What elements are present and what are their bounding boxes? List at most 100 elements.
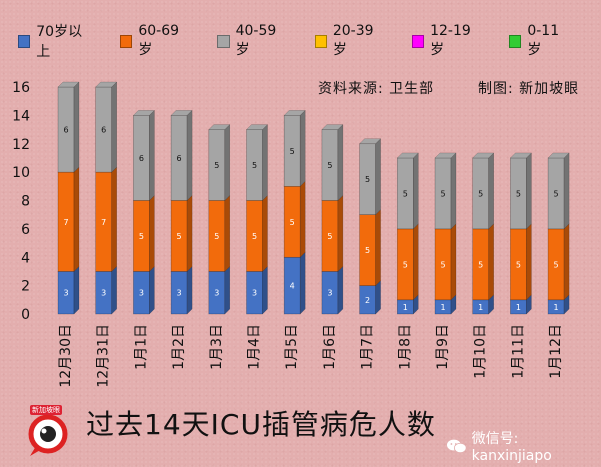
data-label: 5 [440,189,445,198]
bar-segment-side [262,265,268,315]
data-label: 3 [101,289,106,298]
x-tick-label: 1月5日 [284,324,300,370]
bar-segment-side [488,152,494,230]
x-tick-label: 1月10日 [473,324,489,379]
x-tick-label: 1月1日 [133,324,149,370]
data-label: 5 [252,161,257,170]
data-label: 5 [214,161,219,170]
bar-top [472,152,495,159]
legend-item: 0-11岁 [509,23,570,59]
bar-segment-side [186,194,193,273]
data-label: 5 [177,232,182,241]
legend-label: 12-19岁 [430,23,471,58]
legend-item: 40-59岁 [217,23,286,59]
data-label: 1 [403,303,408,312]
bar-segment-side [224,123,231,202]
data-label: 3 [327,289,332,298]
wechat-id: 微信号: kanxinjiapo [446,428,601,464]
bar-segment-side [149,265,155,315]
wechat-icon [446,439,467,454]
legend-swatch [314,34,327,48]
bar-segment-side [224,194,231,273]
data-label: 5 [214,232,219,241]
y-tick-label: 0 [21,307,30,323]
bar-top [208,124,231,130]
legend-item: 12-19岁 [411,23,481,59]
source-text: 资料来源: 卫生部 [318,81,435,97]
bar-top [321,124,344,130]
data-label: 6 [63,126,68,135]
data-label: 7 [101,218,106,227]
bar-segment-side [563,223,570,301]
legend-swatch [509,34,522,48]
legend-item: 20-39岁 [314,23,384,59]
bar-segment-side [488,223,494,301]
x-tick-label: 1月4日 [247,324,263,370]
x-tick-label: 1月11日 [510,324,526,379]
y-tick-label: 16 [12,80,30,96]
bar-segment-side [111,166,117,273]
y-tick-label: 2 [21,279,30,295]
bar-segment-side [262,123,268,202]
bar-segment-side [337,265,344,315]
chart: 024681012141637612月30日37612月31日3561月1日35… [12,80,570,388]
y-tick-label: 8 [21,194,30,210]
bar-segment-side [375,280,381,315]
x-tick-label: 1月6日 [322,324,338,370]
bar-segment-side [73,81,80,173]
data-label: 5 [478,260,483,269]
bar-top [434,152,457,159]
data-label: 3 [177,289,182,298]
data-label: 5 [554,189,559,198]
data-label: 1 [554,303,559,312]
legend-label: 70岁以上 [36,24,83,60]
data-label: 5 [290,218,295,227]
bar-top [509,152,533,159]
legend: 70岁以上 60-69岁 40-59岁 20-39岁 12-19岁 0-11岁 [18,23,598,60]
data-label: 1 [440,303,445,312]
legend-swatch [18,34,31,48]
data-label: 5 [440,260,445,269]
bar-segment-side [299,109,306,187]
y-tick-label: 6 [21,222,30,238]
bar-segment-side [413,223,419,301]
data-label: 6 [101,126,106,135]
bar-segment-side [186,109,193,202]
data-label: 5 [252,232,257,241]
bar-segment-side [375,209,381,287]
data-label: 5 [139,232,144,241]
bar-segment-side [450,223,457,301]
y-tick-label: 10 [12,165,30,181]
wechat-text: 微信号: kanxinjiapo [471,431,552,464]
bar-top [245,124,269,130]
bar-segment-side [299,251,306,315]
legend-item: 70岁以上 [18,21,92,61]
x-tick-label: 1月9日 [435,324,451,370]
bar-segment-side [563,152,570,230]
x-tick-label: 12月31日 [96,324,112,388]
chart-title: 过去14天ICU插管病危人数 [86,408,436,441]
bar-top [57,81,80,88]
data-label: 3 [214,289,219,298]
data-label: 5 [516,189,521,198]
legend-label: 20-39岁 [332,23,374,58]
bar-segment-side [73,265,80,315]
bar-segment-side [111,265,117,315]
bar-segment-side [375,138,381,216]
legend-label: 40-59岁 [235,23,277,58]
data-label: 1 [516,303,521,312]
bar-segment-side [526,152,532,230]
bar-segment-side [337,123,344,202]
x-tick-label: 1月8日 [397,324,413,370]
data-label: 5 [327,232,332,241]
legend-label: 60-69岁 [138,23,180,58]
y-tick-label: 14 [12,108,30,124]
data-label: 7 [63,218,68,227]
x-tick-label: 1月2日 [171,324,187,370]
x-tick-label: 1月12日 [548,324,564,379]
bar-segment-side [262,194,268,273]
bar-segment-side [337,194,344,273]
bar-segment-side [413,152,419,230]
x-tick-label: 12月30日 [58,324,74,388]
legend-swatch [217,34,230,48]
